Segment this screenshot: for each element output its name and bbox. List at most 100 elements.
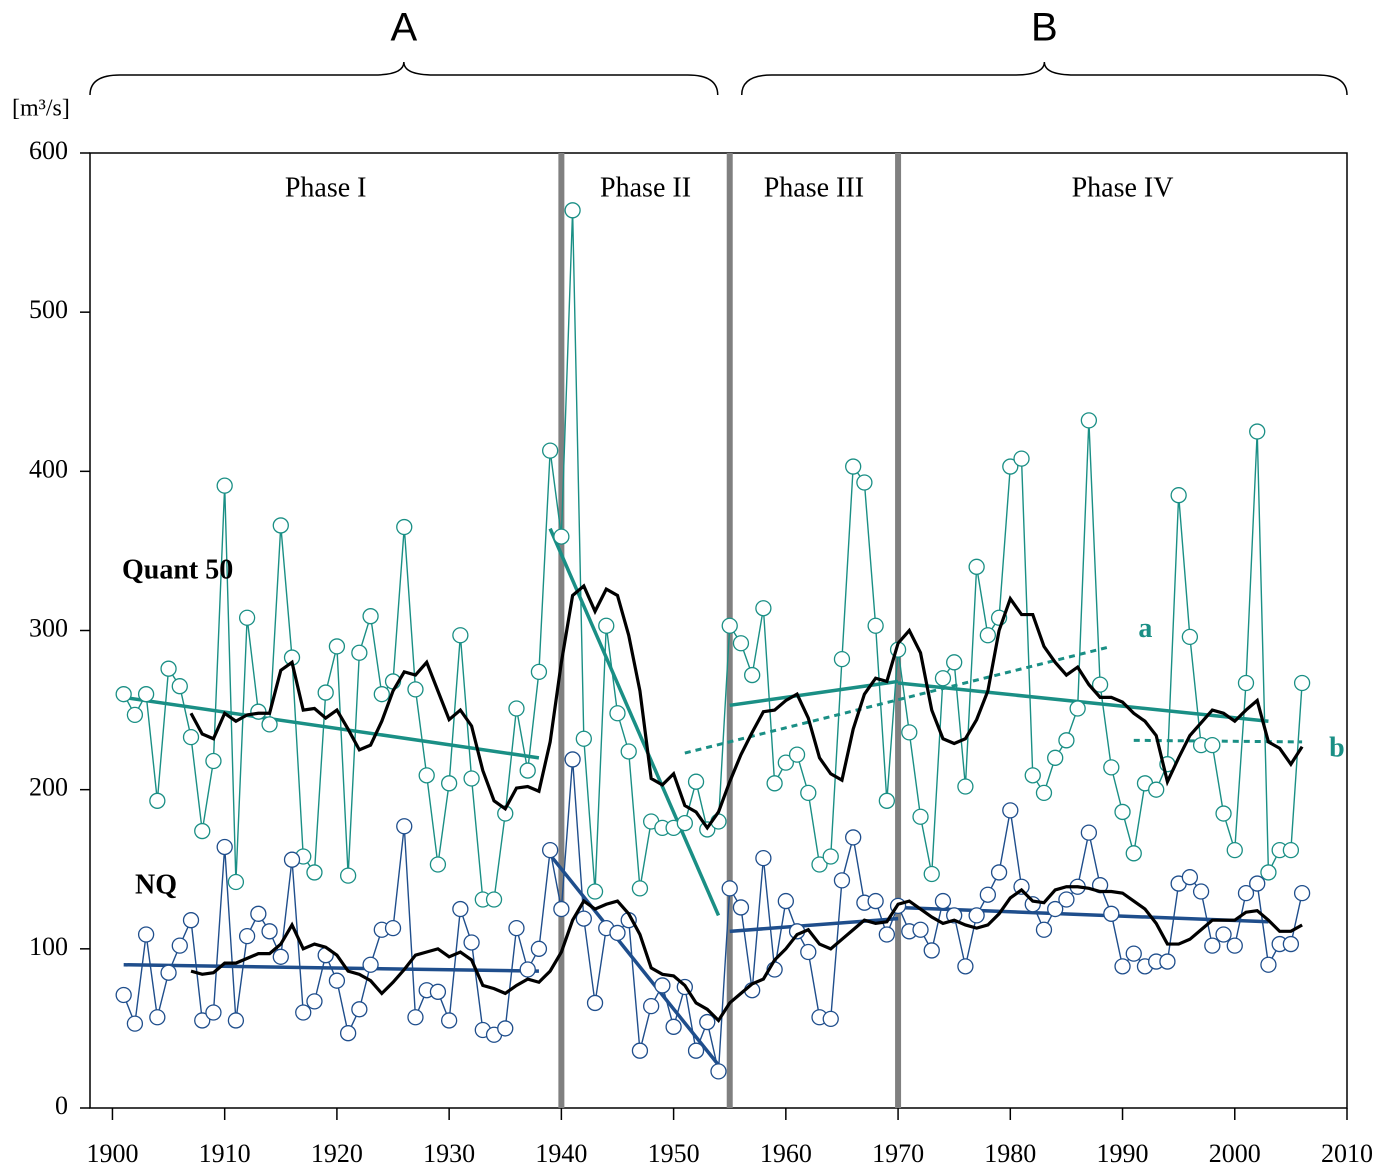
data-point bbox=[1215, 805, 1232, 822]
data-point bbox=[216, 838, 233, 856]
data-point bbox=[463, 934, 480, 951]
data-point bbox=[979, 886, 997, 903]
y-tick-label: 100 bbox=[29, 932, 68, 961]
data-point bbox=[373, 686, 390, 703]
data-point bbox=[676, 814, 693, 832]
data-point bbox=[205, 1004, 222, 1021]
phase-label: Phase II bbox=[600, 172, 691, 203]
x-tick-label: 1940 bbox=[535, 1139, 587, 1168]
data-point bbox=[654, 977, 671, 994]
data-point bbox=[137, 926, 155, 943]
data-point bbox=[912, 921, 929, 938]
data-point bbox=[463, 770, 480, 787]
data-point bbox=[429, 983, 447, 1000]
y-tick-label: 200 bbox=[29, 773, 68, 802]
data-point bbox=[261, 716, 278, 733]
data-point bbox=[452, 627, 469, 644]
data-point bbox=[1170, 487, 1187, 504]
data-point bbox=[272, 948, 289, 965]
data-point bbox=[687, 1042, 705, 1059]
data-point bbox=[407, 681, 424, 698]
data-point bbox=[856, 474, 873, 491]
data-point bbox=[362, 956, 379, 973]
data-point bbox=[1249, 423, 1266, 440]
data-point bbox=[1215, 926, 1232, 943]
data-point bbox=[1125, 945, 1142, 962]
x-tick-label: 1910 bbox=[199, 1139, 251, 1168]
data-point bbox=[227, 873, 245, 891]
data-point bbox=[867, 617, 884, 634]
data-point bbox=[665, 1018, 682, 1035]
series-line bbox=[548, 853, 720, 1067]
data-point bbox=[440, 775, 458, 792]
data-point bbox=[699, 1013, 716, 1031]
data-point bbox=[238, 609, 256, 626]
data-point bbox=[744, 666, 761, 684]
data-point bbox=[1260, 956, 1277, 973]
data-point bbox=[542, 442, 559, 459]
data-point bbox=[878, 926, 895, 943]
data-point bbox=[586, 994, 604, 1012]
data-point bbox=[126, 1015, 144, 1032]
trend-label: b bbox=[1329, 732, 1345, 763]
data-point bbox=[295, 1004, 312, 1021]
data-point bbox=[766, 775, 783, 792]
data-point bbox=[957, 778, 974, 795]
data-point bbox=[306, 993, 323, 1010]
data-point bbox=[283, 851, 301, 868]
data-point bbox=[1103, 759, 1120, 776]
data-point bbox=[1237, 674, 1255, 692]
data-point bbox=[732, 635, 750, 652]
data-point bbox=[979, 627, 997, 644]
data-point bbox=[643, 997, 660, 1015]
data-point bbox=[934, 892, 952, 910]
data-point bbox=[901, 724, 918, 741]
data-point bbox=[485, 891, 503, 908]
data-point bbox=[946, 654, 963, 671]
data-point bbox=[800, 943, 817, 961]
data-point bbox=[721, 880, 738, 897]
y-tick-label: 400 bbox=[29, 454, 68, 483]
data-point bbox=[1204, 937, 1221, 954]
data-point bbox=[990, 864, 1008, 881]
data-point bbox=[351, 644, 368, 661]
x-tick-label: 1980 bbox=[984, 1139, 1036, 1168]
data-point bbox=[149, 792, 166, 809]
data-point bbox=[912, 808, 929, 825]
data-point bbox=[508, 700, 525, 717]
series-line bbox=[123, 210, 1303, 901]
series-line bbox=[189, 583, 1304, 831]
phase-label: Phase III bbox=[764, 172, 864, 203]
data-point bbox=[306, 864, 323, 881]
data-point bbox=[822, 848, 839, 865]
data-point bbox=[923, 865, 940, 883]
data-point bbox=[160, 964, 177, 981]
x-tick-label: 1920 bbox=[311, 1139, 363, 1168]
x-tick-label: 2010 bbox=[1321, 1139, 1373, 1168]
x-tick-label: 2000 bbox=[1209, 1139, 1261, 1168]
data-point bbox=[631, 1042, 649, 1059]
data-point bbox=[1091, 676, 1109, 693]
data-point bbox=[553, 528, 570, 545]
series-line bbox=[190, 885, 1303, 1023]
data-point bbox=[777, 754, 794, 771]
data-point bbox=[317, 684, 334, 701]
data-point bbox=[194, 822, 211, 840]
data-point bbox=[508, 919, 525, 937]
data-point bbox=[351, 1001, 368, 1018]
data-point bbox=[519, 762, 536, 779]
data-point bbox=[923, 942, 940, 959]
period-brace bbox=[89, 61, 719, 96]
data-point bbox=[968, 558, 985, 575]
series-line bbox=[123, 759, 1303, 1072]
data-point bbox=[564, 202, 581, 219]
data-point bbox=[1058, 891, 1075, 908]
data-point bbox=[721, 617, 738, 634]
data-point bbox=[1002, 802, 1019, 819]
data-point bbox=[440, 1012, 458, 1029]
y-tick-label: 500 bbox=[29, 295, 68, 324]
data-point bbox=[553, 900, 570, 918]
data-point bbox=[171, 937, 188, 954]
data-point bbox=[1237, 884, 1255, 902]
